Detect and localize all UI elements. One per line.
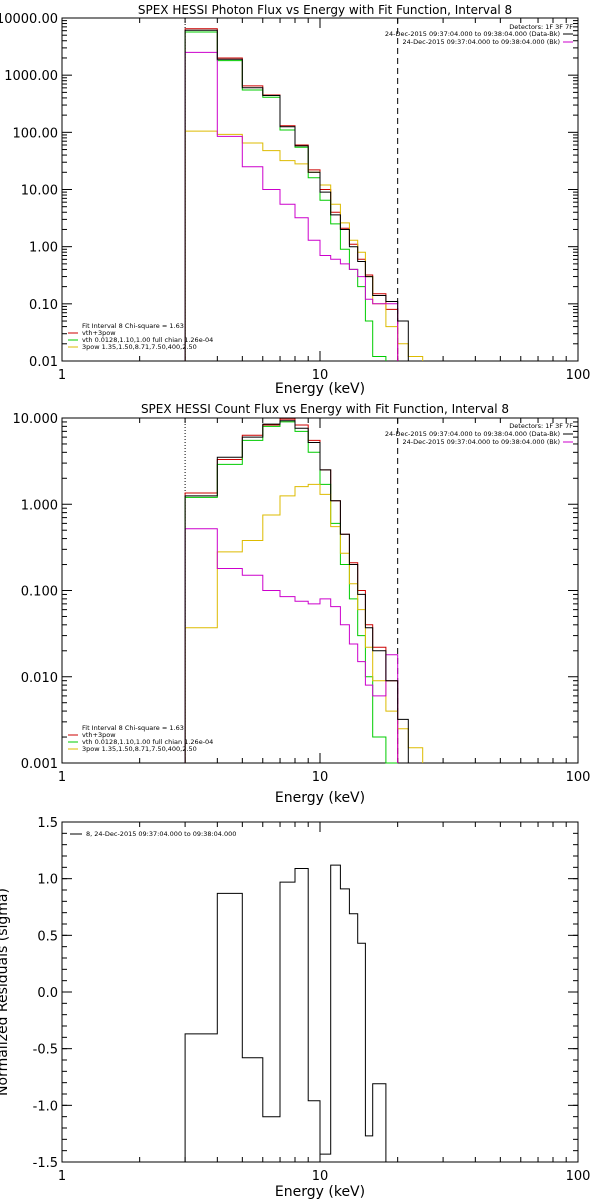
- residuals-y-tick-label: 0.5: [37, 929, 58, 944]
- photon-flux-x-tick-label: 10: [312, 368, 329, 383]
- count-flux-reference-lines: [184, 418, 399, 763]
- photon-flux-y-tick-label: 1.00: [29, 241, 58, 256]
- count-flux-series-bk: [184, 528, 399, 763]
- photon-flux-fit-legend-text: Fit Interval 8 Chi-square = 1.63: [82, 322, 184, 330]
- count-flux-fit-legend-text: Fit Interval 8 Chi-square = 1.63: [82, 724, 184, 732]
- photon-flux-fit-legend-text: vth+3pow: [82, 329, 116, 337]
- residuals-y-tick-label: 1.5: [37, 816, 58, 831]
- count-flux-y-tick-label: 10.000: [13, 412, 59, 427]
- residuals-series: [184, 864, 387, 1162]
- count-flux-time-legend: 24-Dec-2015 09:37:04.000 to 09:38:04.000…: [385, 430, 573, 446]
- count-flux-fit-legend-text: vth 0.0128,1.10,1.00 full chian 1.26e-04: [82, 738, 213, 746]
- photon-flux-fit-legend-text: vth 0.0128,1.10,1.00 full chian 1.26e-04: [82, 336, 213, 344]
- count-flux-axes: 1 10 100 10.000 1.000 0.100 0.010 0.001: [13, 412, 591, 785]
- photon-flux-y-tick-label: 10000.00: [0, 12, 58, 27]
- residuals-y-tick-label: 1.0: [37, 873, 58, 888]
- count-flux-time-legend-text: 24-Dec-2015 09:37:04.000 to 09:38:04.000…: [403, 438, 561, 446]
- residuals-y-tick-label: -1.5: [33, 1156, 58, 1171]
- photon-flux-time-legend: 24-Dec-2015 09:37:04.000 to 09:38:04.000…: [385, 30, 573, 46]
- photon-flux-x-axis-label: Energy (keV): [275, 381, 365, 397]
- photon-flux-fit-legend: Fit Interval 8 Chi-square = 1.63vth+3pow…: [68, 322, 213, 351]
- photon-flux-time-legend-text: 24-Dec-2015 09:37:04.000 to 09:38:04.000…: [385, 30, 560, 38]
- photon-flux-axes: 1 10 100 10000.00 1000.00 100.00 10.00 1.00 0.10…: [0, 12, 590, 383]
- residuals-x-tick-label: 100: [566, 1169, 591, 1184]
- photon-flux-series-3pow: [184, 130, 424, 361]
- photon-flux-series: [184, 28, 424, 361]
- count-flux-time-legend-text: 24-Dec-2015 09:37:04.000 to 09:38:04.000…: [385, 430, 560, 438]
- photon-flux-y-tick-label: 0.01: [29, 355, 58, 370]
- residuals-y-tick-label: -1.0: [33, 1099, 58, 1114]
- count-flux-y-tick-label: 0.001: [21, 757, 58, 772]
- photon-flux-detectors-label: Detectors: 1F 3F 7F: [509, 23, 573, 31]
- residuals-legend-text: 8, 24-Dec-2015 09:37:04.000 to 09:38:04.…: [86, 830, 236, 838]
- photon-flux-fit-legend-text: 3pow 1.35,1.50,8.71,7.50,400,2.50: [82, 343, 197, 351]
- residuals-series-8-24-dec-2015-09-37-04-000-to-09-38-04-000: [184, 864, 387, 1162]
- photon-flux-panel: SPEX HESSI Photon Flux vs Energy with Fi…: [0, 3, 590, 397]
- count-flux-series-3pow: [184, 483, 424, 763]
- photon-flux-y-tick-label: 100.00: [13, 126, 59, 141]
- residuals-legend: 8, 24-Dec-2015 09:37:04.000 to 09:38:04.…: [70, 830, 236, 838]
- photon-flux-series-data-bk: [184, 29, 409, 361]
- residuals-y-tick-label: -0.5: [33, 1043, 58, 1058]
- count-flux-fit-legend-text: 3pow 1.35,1.50,8.71,7.50,400,2.50: [82, 745, 197, 753]
- count-flux-y-tick-label: 1.000: [21, 498, 58, 513]
- count-flux-x-axis-label: Energy (keV): [275, 790, 365, 806]
- count-flux-series-data-bk: [184, 420, 409, 763]
- count-flux-detectors-label: Detectors: 1F 3F 7F: [509, 422, 573, 430]
- photon-flux-x-tick-label: 100: [566, 368, 591, 383]
- count-flux-y-tick-label: 0.100: [21, 585, 58, 600]
- residuals-panel: 1 10 100 1.5 1.0 0.5 0.0 -0.5 -1.0 -1.5 8, 24-Dec…: [0, 816, 590, 1200]
- photon-flux-y-tick-label: 1000.00: [4, 69, 58, 84]
- photon-flux-title: SPEX HESSI Photon Flux vs Energy with Fi…: [138, 3, 512, 17]
- residuals-y-axis-label: Normalized Residuals (sigma): [0, 888, 11, 1096]
- residuals-axes: 1 10 100 1.5 1.0 0.5 0.0 -0.5 -1.0 -1.5: [33, 816, 591, 1184]
- count-flux-fit-legend-text: vth+3pow: [82, 731, 116, 739]
- count-flux-title: SPEX HESSI Count Flux vs Energy with Fit…: [141, 402, 509, 416]
- count-flux-x-tick-label: 10: [312, 770, 329, 785]
- residuals-x-tick-label: 10: [312, 1169, 329, 1184]
- count-flux-fit-legend: Fit Interval 8 Chi-square = 1.63vth+3pow…: [68, 724, 213, 753]
- photon-flux-y-tick-label: 0.10: [29, 298, 58, 313]
- count-flux-x-tick-label: 100: [566, 770, 591, 785]
- residuals-y-tick-label: 0.0: [37, 986, 58, 1001]
- count-flux-panel: SPEX HESSI Count Flux vs Energy with Fit…: [13, 402, 591, 806]
- count-flux-y-tick-label: 0.010: [21, 671, 58, 686]
- photon-flux-time-legend-text: 24-Dec-2015 09:37:04.000 to 09:38:04.000…: [403, 38, 561, 46]
- photon-flux-series-bk: [184, 51, 399, 361]
- count-flux-series: [184, 418, 424, 764]
- photon-flux-y-tick-label: 10.00: [21, 184, 58, 199]
- photon-flux-x-tick-label: 1: [58, 368, 66, 383]
- photon-flux-series-vth-3pow: [184, 28, 399, 361]
- count-flux-x-tick-label: 1: [58, 770, 66, 785]
- residuals-x-tick-label: 1: [58, 1169, 66, 1184]
- residuals-x-axis-label: Energy (keV): [275, 1184, 365, 1200]
